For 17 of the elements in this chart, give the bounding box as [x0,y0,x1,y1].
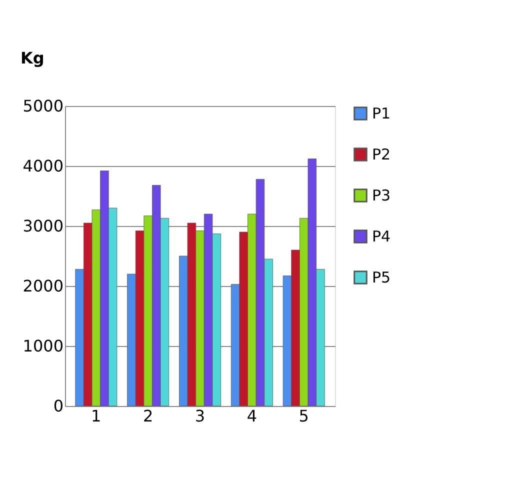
legend-label: P3 [372,186,391,204]
y-axis-title: Kg [20,48,44,68]
legend-label: P4 [372,228,391,246]
y-tick-label: 0 [53,396,64,416]
x-tick-label: 5 [298,406,309,426]
x-tick-label: 4 [246,406,258,426]
x-tick-label: 1 [91,406,102,426]
y-tick-label: 4000 [22,156,64,176]
y-tick-label: 3000 [22,216,64,236]
legend-label: P2 [372,146,391,164]
x-tick-label: 2 [142,406,154,426]
x-tick-label: 3 [194,406,206,426]
y-tick-label: 1000 [22,336,64,356]
legend-label: P1 [372,104,391,122]
y-tick-label: 5000 [22,96,64,116]
y-tick-label: 2000 [22,276,64,296]
legend-label: P5 [372,268,391,286]
